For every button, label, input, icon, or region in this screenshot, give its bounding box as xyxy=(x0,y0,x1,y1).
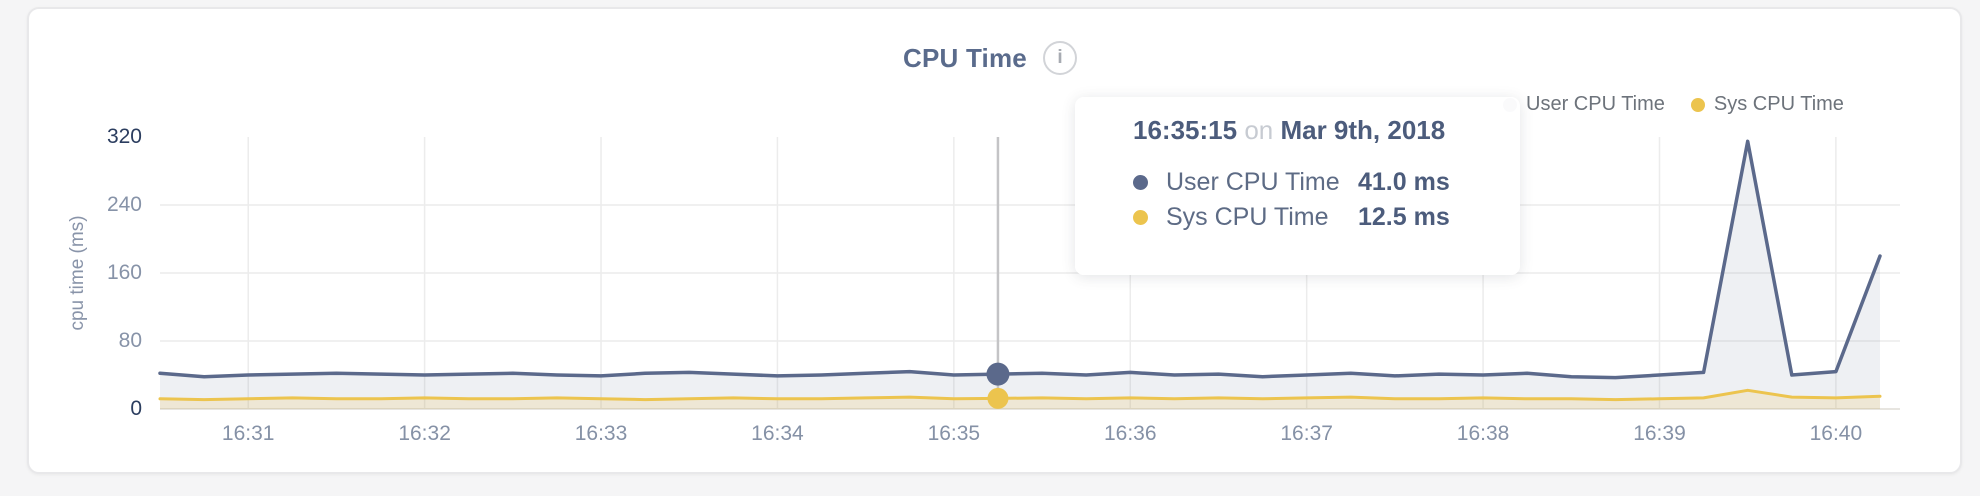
y-tick-label: 240 xyxy=(106,193,142,216)
y-tick-label: 160 xyxy=(106,261,142,284)
tooltip-date: Mar 9th, 2018 xyxy=(1280,115,1446,145)
tooltip-series-name-user: User CPU Time xyxy=(1166,168,1340,196)
hover-marker-0[interactable] xyxy=(986,362,1010,386)
info-icon[interactable]: i xyxy=(1042,41,1077,75)
x-tick-label: 16:37 xyxy=(1280,422,1333,445)
y-tick-label: 80 xyxy=(118,329,142,352)
chart-header: CPU Time i xyxy=(0,38,1980,78)
tooltip-rows: User CPU Time 41.0 ms Sys CPU Time 12.5 … xyxy=(1133,165,1520,235)
tooltip-row-sys: Sys CPU Time 12.5 ms xyxy=(1133,200,1520,235)
x-tick-label: 16:33 xyxy=(574,422,628,445)
series-line-1 xyxy=(158,388,1882,402)
x-tick-label: 16:38 xyxy=(1456,422,1510,445)
chart-title: CPU Time xyxy=(903,42,1027,73)
tooltip-series-value-sys: 12.5 ms xyxy=(1358,203,1450,231)
x-tick-label: 16:34 xyxy=(751,422,804,445)
tooltip-row-user: User CPU Time 41.0 ms xyxy=(1133,165,1520,200)
legend-item-sys-cpu[interactable]: Sys CPU Time xyxy=(1690,93,1844,116)
series-area-0 xyxy=(160,141,1880,410)
tooltip-connector: on xyxy=(1244,115,1274,145)
hover-marker-1[interactable] xyxy=(987,387,1009,409)
x-tick-label: 16:39 xyxy=(1633,422,1686,445)
tooltip-series-name-sys: Sys CPU Time xyxy=(1166,203,1329,231)
tooltip-dot-user-icon xyxy=(1133,175,1148,190)
x-tick-label: 16:32 xyxy=(398,422,451,445)
legend: User CPU Time Sys CPU Time xyxy=(1503,93,1844,116)
legend-item-user-cpu[interactable]: User CPU Time xyxy=(1503,93,1665,116)
tooltip-time: 16:35:15 xyxy=(1133,115,1238,145)
chart-tooltip: 16:35:15 on Mar 9th, 2018 User CPU Time … xyxy=(1075,97,1520,275)
y-tick-label: 320 xyxy=(106,125,142,148)
x-tick-label: 16:36 xyxy=(1103,422,1157,445)
x-tick-label: 16:40 xyxy=(1809,422,1863,445)
legend-label-user: User CPU Time xyxy=(1526,93,1665,115)
series-line-0 xyxy=(158,139,1882,380)
tooltip-title: 16:35:15 on Mar 9th, 2018 xyxy=(1133,113,1520,147)
legend-label-sys: Sys CPU Time xyxy=(1713,93,1844,115)
y-tick-label: 0 xyxy=(130,397,142,420)
legend-dot-sys-icon xyxy=(1690,97,1705,112)
tooltip-series-value-user: 41.0 ms xyxy=(1358,168,1450,196)
x-tick-label: 16:35 xyxy=(927,422,981,445)
tooltip-dot-sys-icon xyxy=(1133,210,1148,225)
x-tick-label: 16:31 xyxy=(221,422,275,445)
